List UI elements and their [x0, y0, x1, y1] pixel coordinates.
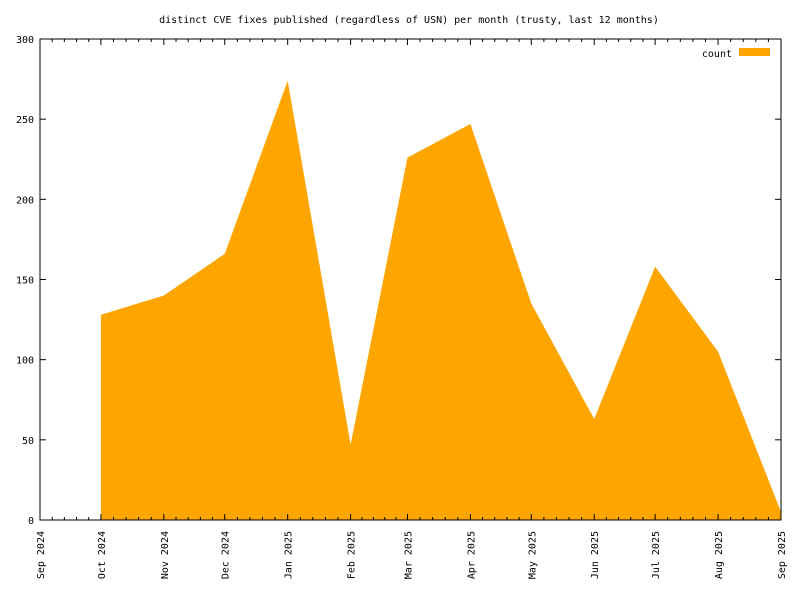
- x-tick-label: Sep 2025: [777, 531, 788, 579]
- y-tick-label: 250: [16, 115, 34, 126]
- x-tick-label: Jan 2025: [284, 531, 295, 579]
- x-tick-label: Mar 2025: [403, 531, 414, 579]
- axes: 0 50 100 150 200 250 300 Sep 2024 Oct 2024 Nov 20…: [16, 35, 788, 579]
- plot-area: [100, 80, 781, 520]
- y-tick-label: 50: [22, 436, 34, 447]
- legend-label-count: count: [702, 49, 732, 60]
- x-tick-label: Sep 2024: [36, 531, 47, 579]
- legend-swatch-count: [739, 48, 770, 56]
- y-tick-label: 150: [16, 276, 34, 287]
- y-tick-label: 300: [16, 35, 34, 46]
- chart-title: distinct CVE fixes published (regardless…: [159, 15, 659, 26]
- x-tick-label: Aug 2025: [714, 531, 725, 579]
- y-tick-label: 0: [28, 516, 34, 527]
- x-tick-label: Nov 2024: [160, 531, 171, 579]
- x-tick-label: Apr 2025: [466, 531, 477, 579]
- y-tick-label: 100: [16, 356, 34, 367]
- area-series-count: [100, 80, 781, 520]
- x-tick-label: Oct 2024: [97, 531, 108, 579]
- x-tick-label: Jul 2025: [651, 531, 662, 579]
- x-tick-label: May 2025: [527, 531, 538, 579]
- y-tick-label: 200: [16, 195, 34, 206]
- x-tick-label: Feb 2025: [347, 531, 358, 579]
- x-tick-label: Jun 2025: [590, 531, 601, 579]
- legend: count: [702, 48, 770, 60]
- x-tick-label: Dec 2024: [221, 531, 232, 579]
